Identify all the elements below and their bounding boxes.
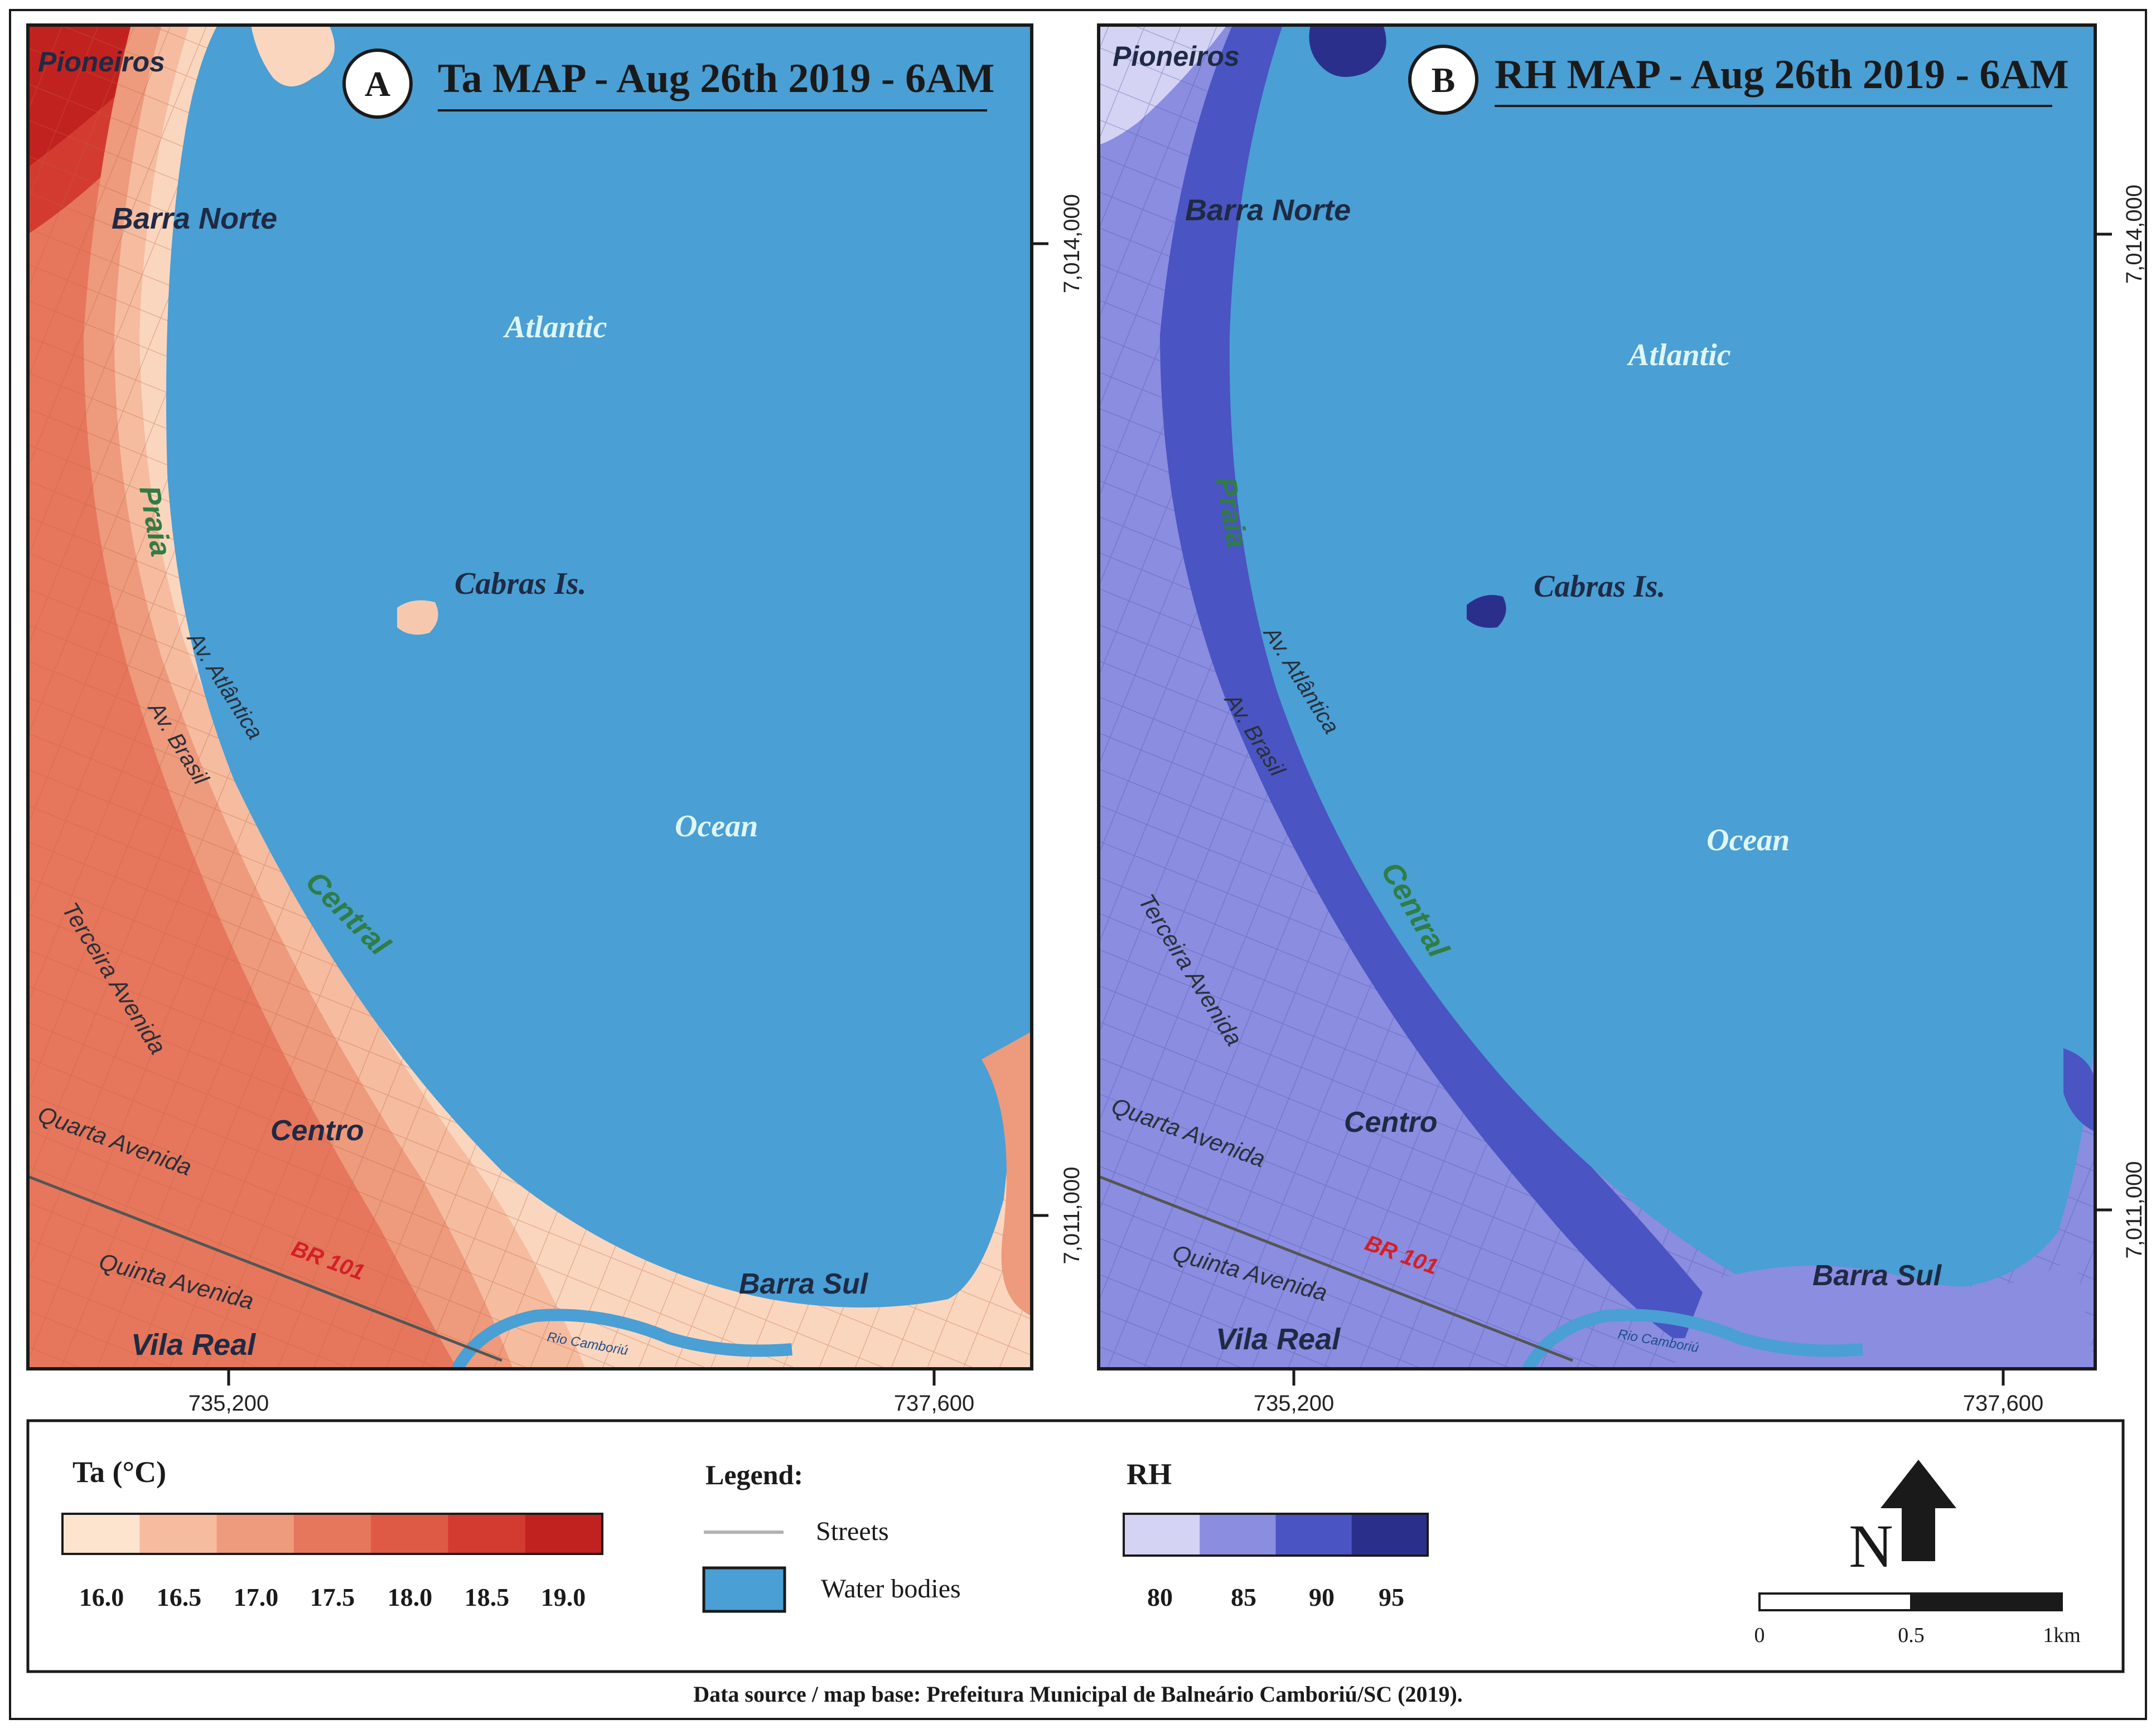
water-label: Water bodies — [821, 1574, 961, 1604]
badge-a: A — [342, 49, 413, 119]
cabras-island — [1467, 595, 1506, 628]
label-barra-sul: Barra Sul — [739, 1268, 869, 1300]
svg-text:B: B — [1432, 60, 1456, 100]
ta-color-swatch — [525, 1514, 603, 1554]
label-barra-norte: Barra Norte — [1185, 193, 1351, 227]
ta-legend-title: Ta (°C) — [72, 1455, 166, 1489]
ta-color-swatch — [448, 1514, 526, 1554]
y-tick: 7,014,000 — [1060, 194, 1084, 293]
scale-tick: 1km — [2043, 1624, 2081, 1647]
ta-tick-labels: 16.0 16.5 17.0 17.5 18.0 18.5 19.0 — [79, 1583, 586, 1611]
north-label: N — [1849, 1512, 1893, 1580]
key-title: Legend: — [705, 1459, 803, 1490]
ta-tick: 16.0 — [79, 1583, 124, 1611]
ta-tick: 18.5 — [465, 1583, 510, 1611]
ta-tick: 18.0 — [388, 1583, 433, 1611]
ta-color-ramp — [62, 1514, 603, 1554]
x-tick: 737,600 — [1963, 1391, 2044, 1416]
map-panel-a: A Ta MAP - Aug 26th 2019 - 6AM Pioneiros… — [26, 23, 1084, 1416]
rh-color-swatch — [1275, 1514, 1352, 1556]
river — [1522, 1309, 1863, 1369]
ta-color-swatch — [293, 1514, 371, 1554]
label-cabras-is: Cabras Is. — [1534, 569, 1666, 604]
ta-color-swatch — [216, 1514, 294, 1554]
river — [452, 1309, 792, 1369]
map-title: RH MAP - Aug 26th 2019 - 6AM — [1495, 52, 2069, 98]
label-pioneiros: Pioneiros — [1113, 41, 1240, 72]
label-pioneiros: Pioneiros — [38, 46, 165, 78]
label-atlantic: Atlantic — [503, 310, 607, 345]
x-tick: 735,200 — [1254, 1391, 1335, 1416]
ta-color-swatch — [371, 1514, 448, 1554]
label-cabras-is: Cabras Is. — [455, 566, 587, 601]
rh-legend-title: RH — [1127, 1457, 1172, 1491]
y-tick: 7,011,000 — [2122, 1161, 2147, 1259]
ta-color-swatch — [62, 1514, 140, 1554]
highway-line — [1099, 1175, 1573, 1362]
map-title: Ta MAP - Aug 26th 2019 - 6AM — [438, 56, 994, 101]
label-centro: Centro — [270, 1115, 364, 1147]
label-centro: Centro — [1344, 1106, 1438, 1139]
scale-bar-white — [1758, 1592, 1912, 1611]
scale-tick: 0.5 — [1898, 1624, 1925, 1647]
y-tick: 7,011,000 — [1060, 1167, 1084, 1265]
water-swatch — [702, 1566, 786, 1613]
label-vila-real: Vila Real — [1216, 1323, 1341, 1356]
water-body — [166, 25, 1032, 1307]
headland — [1309, 25, 1386, 77]
map-frame — [1097, 23, 2097, 1370]
label-vila-real: Vila Real — [131, 1328, 256, 1362]
rh-tick: 90 — [1309, 1583, 1335, 1611]
map-panel-b: B RH MAP - Aug 26th 2019 - 6AM Pioneiros… — [1097, 23, 2147, 1416]
rh-tick: 80 — [1147, 1583, 1173, 1611]
x-tick: 735,200 — [188, 1391, 269, 1416]
rh-tick: 85 — [1231, 1583, 1256, 1611]
rh-color-swatch — [1200, 1514, 1276, 1556]
headland — [251, 25, 335, 86]
scale-bar-black — [1910, 1592, 2063, 1611]
rh-color-ramp — [1124, 1514, 1428, 1556]
ta-tick: 19.0 — [541, 1583, 586, 1611]
y-tick: 7,014,000 — [2122, 185, 2147, 284]
label-barra-norte: Barra Norte — [112, 202, 277, 235]
water-body — [1229, 25, 2095, 1290]
data-source: Data source / map base: Prefeitura Munic… — [693, 1682, 1463, 1707]
label-ocean: Ocean — [675, 809, 758, 844]
ta-color-swatch — [139, 1514, 217, 1554]
ta-tick: 16.5 — [157, 1583, 202, 1611]
map-frame — [26, 23, 1033, 1370]
cabras-island — [397, 600, 438, 635]
label-ocean: Ocean — [1707, 823, 1790, 858]
outer-frame — [9, 9, 2147, 1720]
badge-b: B — [1408, 45, 1478, 115]
ta-tick: 17.0 — [234, 1583, 279, 1611]
legend-panel: Ta (°C) 16.0 16.5 17.0 17.5 18.0 18.5 19… — [26, 1419, 2125, 1673]
north-arrow-icon — [1881, 1460, 1956, 1561]
highway-line — [28, 1175, 502, 1362]
svg-text:A: A — [365, 64, 390, 104]
label-barra-sul: Barra Sul — [1812, 1260, 1942, 1292]
rh-tick: 95 — [1379, 1583, 1404, 1611]
streets-label: Streets — [816, 1517, 889, 1546]
rh-color-swatch — [1124, 1514, 1200, 1556]
rh-color-swatch — [1351, 1514, 1428, 1556]
x-tick: 737,600 — [894, 1391, 975, 1416]
ta-tick: 17.5 — [310, 1583, 355, 1611]
label-atlantic: Atlantic — [1627, 338, 1731, 372]
scale-tick: 0 — [1754, 1624, 1765, 1647]
